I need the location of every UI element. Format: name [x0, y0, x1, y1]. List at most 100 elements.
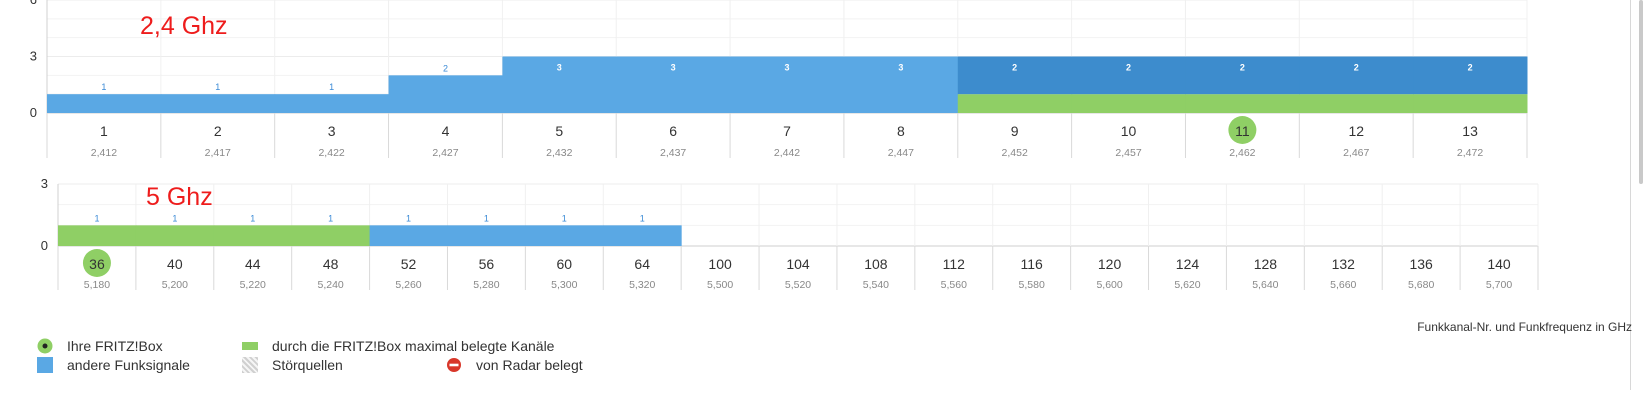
band-5ghz-channel-label: 64	[634, 256, 650, 272]
band-5ghz-bar-belegt	[213, 225, 293, 246]
band-24ghz-frequency-label: 2,427	[432, 147, 458, 159]
band-24ghz-channel-label: 9	[1011, 123, 1019, 139]
band-24ghz-frequency-label: 2,442	[774, 147, 800, 159]
band-24ghz-bar-andere	[843, 56, 959, 113]
band-5ghz-channel-label: 104	[786, 256, 810, 272]
band-24ghz-bar-belegt	[1071, 94, 1186, 113]
band-5ghz-channel-label: 44	[245, 256, 261, 272]
band-24ghz-bar-andere	[274, 94, 390, 113]
band-5ghz-frequency-label: 5,640	[1252, 279, 1278, 291]
band-24ghz-frequency-label: 2,457	[1115, 147, 1141, 159]
band-5ghz-title: 5 Ghz	[146, 183, 213, 211]
legend-fritzbox-label: Ihre FRITZ!Box	[67, 338, 163, 354]
band-24ghz-channel-label: 5	[555, 123, 563, 139]
legend-stoer-label: Störquellen	[272, 357, 343, 373]
scrollbar-thumb[interactable]	[1639, 0, 1643, 184]
band-5ghz-frequency-label: 5,660	[1330, 279, 1356, 291]
band-24ghz-channel-label: 3	[328, 123, 336, 139]
band-24ghz-bar-belegt	[1413, 94, 1528, 113]
band-24ghz-channel-label: 11	[1235, 123, 1250, 139]
band-24ghz-bar-andere	[730, 56, 845, 113]
band-5ghz-bar-belegt	[135, 225, 215, 246]
band-24ghz-count-label: 3	[557, 63, 562, 73]
fritzbox-marker-icon	[37, 338, 53, 354]
band-24ghz-count-label: 3	[671, 63, 676, 73]
band-5ghz-fritzbox-marker	[82, 249, 111, 277]
band-24ghz-channel-label: 12	[1348, 123, 1364, 139]
band-24ghz-count-label: 2	[1354, 63, 1359, 73]
legend-belegt-label: durch die FRITZ!Box maximal belegte Kanä…	[272, 338, 555, 354]
band-24ghz-channel-label: 7	[783, 123, 791, 139]
band-5ghz-channel-label: 112	[943, 256, 966, 272]
band-24ghz-bar-andere	[957, 56, 1073, 95]
band-5ghz-channel-label: 40	[167, 256, 183, 272]
band-5ghz-frequency-label: 5,620	[1174, 279, 1200, 291]
legend-radar-label: von Radar belegt	[476, 357, 583, 373]
band-5ghz-count-label: 1	[94, 213, 99, 223]
band-24ghz-y-tick: 3	[30, 49, 37, 64]
legend-andere-label: andere Funksignale	[67, 357, 190, 373]
band-5ghz-bar-belegt	[58, 225, 137, 246]
band-5ghz-frequency-label: 5,700	[1486, 279, 1512, 291]
band-5ghz-bar-andere	[369, 225, 448, 246]
legend-fritzbox: Ihre FRITZ!Box	[37, 338, 163, 354]
band-5ghz-count-label: 1	[640, 213, 645, 223]
band-5ghz-frequency-label: 5,580	[1019, 279, 1045, 291]
band-5ghz-bar-belegt	[291, 225, 371, 246]
legend-radar: von Radar belegt	[446, 357, 583, 373]
band-5ghz-frequency-label: 5,500	[707, 279, 733, 291]
band-24ghz-title: 2,4 Ghz	[140, 12, 228, 40]
band-24ghz-count-label: 2	[1126, 63, 1131, 73]
legend-belegt: durch die FRITZ!Box maximal belegte Kanä…	[242, 338, 554, 354]
band-24ghz-frequency-label: 2,462	[1229, 147, 1255, 159]
band-5ghz-count-label: 1	[172, 213, 177, 223]
band-5ghz-frequency-label: 5,320	[629, 279, 655, 291]
band-24ghz-count-label: 3	[898, 63, 903, 73]
band-24ghz-channel-label: 2	[214, 123, 222, 139]
band-24ghz-frequency-label: 2,467	[1343, 147, 1369, 159]
band-24ghz-frequency-label: 2,432	[546, 147, 572, 159]
band-5ghz-count-label: 1	[328, 213, 333, 223]
band-5ghz-frequency-label: 5,200	[162, 279, 188, 291]
band-5ghz-bar-andere	[603, 225, 682, 246]
band-24ghz-frequency-label: 2,452	[1002, 147, 1028, 159]
band-24ghz-channel-label: 10	[1121, 123, 1137, 139]
band-24ghz-count-label: 2	[1012, 63, 1017, 73]
band-24ghz-count-label: 2	[1468, 63, 1473, 73]
band-24ghz-channel-label: 4	[442, 123, 450, 139]
band-5ghz-y-tick: 3	[41, 176, 48, 191]
band-5ghz-bar-andere	[525, 225, 604, 246]
band-24ghz-bar-andere	[1071, 56, 1186, 95]
band-5ghz-count-label: 1	[250, 213, 255, 223]
legend-andere: andere Funksignale	[37, 357, 190, 373]
wifi-channel-chart: 036112,412122,417132,422242,427352,43236…	[30, 0, 1539, 291]
band-5ghz-channel-label: 132	[1332, 256, 1356, 272]
band-24ghz-bar-andere	[502, 56, 617, 113]
band-5ghz-frequency-label: 5,540	[863, 279, 889, 291]
band-5ghz-channel-label: 100	[708, 256, 732, 272]
band-5ghz-frequency-label: 5,220	[240, 279, 266, 291]
band-24ghz-frequency-label: 2,422	[318, 147, 344, 159]
band-24ghz-frequency-label: 2,447	[888, 147, 914, 159]
band-24ghz-bar-andere	[1299, 56, 1414, 95]
band-5ghz-channel-label: 60	[557, 256, 573, 272]
band-24ghz-channel-label: 6	[669, 123, 677, 139]
band-24ghz-count-label: 2	[443, 63, 448, 73]
band-24ghz-channel-label: 1	[100, 123, 108, 139]
band-24ghz-channel-label: 13	[1462, 123, 1478, 139]
band-5ghz-channel-label: 52	[401, 256, 417, 272]
band-24ghz-fritzbox-marker	[1228, 116, 1257, 144]
band-24ghz-count-label: 3	[784, 63, 789, 73]
band-24ghz-bar-andere	[616, 56, 731, 113]
band-24ghz-bar-andere	[1185, 56, 1300, 95]
band-5ghz-channel-label: 120	[1098, 256, 1122, 272]
blue-swatch-icon	[37, 357, 53, 373]
band-5ghz-frequency-label: 5,240	[317, 279, 343, 291]
band-5ghz-frequency-label: 5,600	[1096, 279, 1122, 291]
band-24ghz-count-label: 1	[101, 82, 106, 92]
legend-stoer: Störquellen	[242, 357, 343, 373]
band-5ghz-channel-label: 36	[89, 256, 105, 272]
band-24ghz-y-tick: 6	[30, 0, 37, 7]
band-5ghz-y-tick: 0	[41, 238, 48, 253]
band-5ghz-count-label: 1	[484, 213, 489, 223]
